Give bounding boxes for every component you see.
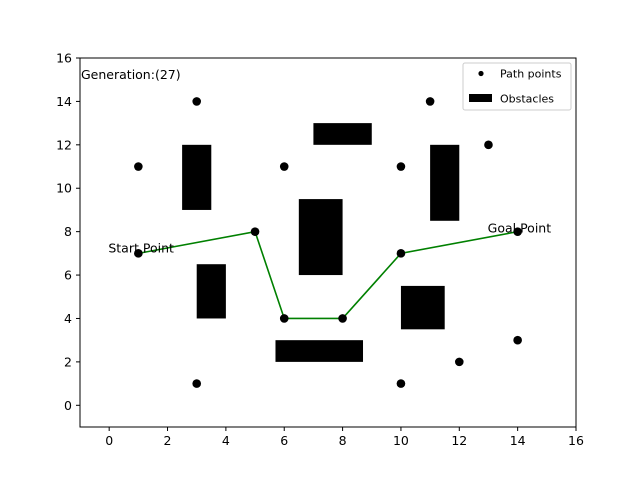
- x-tick-label: 8: [339, 433, 347, 448]
- path-point: [338, 314, 347, 323]
- obstacle: [430, 144, 460, 221]
- legend: Path points Obstacles: [462, 62, 572, 111]
- obstacles-layer: [182, 123, 460, 362]
- axes-frame: [79, 57, 577, 428]
- path-points-layer: [134, 97, 522, 388]
- path-point: [250, 227, 260, 236]
- path-point: [192, 379, 202, 388]
- path-point: [513, 335, 522, 345]
- path-point: [396, 162, 406, 171]
- obstacle: [313, 123, 372, 145]
- x-tick-label: 2: [164, 433, 172, 448]
- x-axis-ticks: 0 2 4 6 8 10 12 14 16: [105, 427, 584, 448]
- path-point: [279, 314, 289, 323]
- path-point: [279, 162, 289, 171]
- path-point: [134, 162, 143, 171]
- generation-annotation: Generation:(27): [81, 67, 181, 82]
- y-tick-label: 16: [56, 51, 72, 66]
- x-tick-label: 4: [222, 433, 230, 448]
- y-tick-label: 10: [56, 181, 72, 196]
- path-point: [425, 97, 435, 106]
- legend-obstacles-label: Obstacles: [500, 93, 554, 106]
- path-point: [396, 249, 406, 258]
- y-tick-label: 12: [56, 137, 72, 152]
- legend-obstacles-marker: [469, 94, 492, 102]
- y-axis-ticks: 0 2 4 6 8 10 12 14 16: [56, 51, 80, 413]
- path-point: [454, 357, 464, 367]
- x-tick-label: 6: [280, 433, 288, 448]
- obstacle: [275, 340, 364, 362]
- obstacle: [400, 285, 445, 330]
- y-tick-label: 4: [64, 311, 72, 326]
- goal-point-annotation: Goal Point: [488, 221, 552, 236]
- x-tick-label: 12: [451, 433, 467, 448]
- path-point: [513, 227, 522, 236]
- legend-path-points-label: Path points: [500, 68, 562, 81]
- path-point: [484, 140, 493, 150]
- path-point: [396, 379, 406, 388]
- x-tick-label: 16: [568, 433, 584, 448]
- y-tick-label: 14: [56, 94, 72, 109]
- path-point: [192, 97, 202, 106]
- legend-path-points-marker: [478, 70, 484, 77]
- y-tick-label: 8: [64, 224, 72, 239]
- x-tick-label: 14: [510, 433, 526, 448]
- path-point: [134, 249, 143, 258]
- path-line: [138, 230, 518, 320]
- obstacle: [196, 264, 226, 319]
- x-tick-label: 0: [105, 433, 113, 448]
- y-tick-label: 0: [64, 398, 72, 413]
- obstacle: [298, 199, 343, 276]
- start-point-annotation: Start Point: [108, 240, 174, 255]
- y-tick-label: 6: [64, 268, 72, 283]
- y-tick-label: 2: [64, 354, 72, 369]
- path-layer: [138, 230, 518, 320]
- x-tick-label: 10: [393, 433, 409, 448]
- obstacle: [182, 144, 212, 210]
